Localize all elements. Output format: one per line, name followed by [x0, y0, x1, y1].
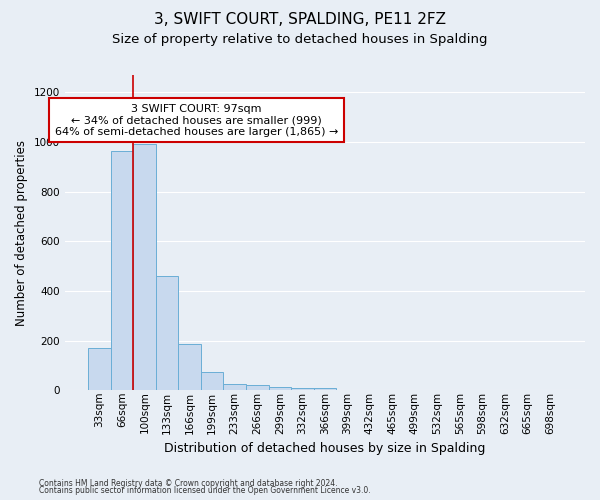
- Bar: [178, 344, 201, 390]
- X-axis label: Distribution of detached houses by size in Spalding: Distribution of detached houses by size …: [164, 442, 485, 455]
- Bar: [223, 384, 246, 390]
- Bar: [201, 372, 223, 390]
- Bar: [133, 144, 156, 390]
- Y-axis label: Number of detached properties: Number of detached properties: [15, 140, 28, 326]
- Bar: [314, 388, 336, 390]
- Text: 3 SWIFT COURT: 97sqm
← 34% of detached houses are smaller (999)
64% of semi-deta: 3 SWIFT COURT: 97sqm ← 34% of detached h…: [55, 104, 338, 136]
- Bar: [291, 388, 314, 390]
- Text: Contains HM Land Registry data © Crown copyright and database right 2024.: Contains HM Land Registry data © Crown c…: [39, 478, 337, 488]
- Text: Size of property relative to detached houses in Spalding: Size of property relative to detached ho…: [112, 32, 488, 46]
- Text: 3, SWIFT COURT, SPALDING, PE11 2FZ: 3, SWIFT COURT, SPALDING, PE11 2FZ: [154, 12, 446, 28]
- Bar: [269, 387, 291, 390]
- Bar: [111, 150, 133, 390]
- Bar: [156, 276, 178, 390]
- Text: Contains public sector information licensed under the Open Government Licence v3: Contains public sector information licen…: [39, 486, 371, 495]
- Bar: [246, 385, 269, 390]
- Bar: [88, 348, 111, 390]
